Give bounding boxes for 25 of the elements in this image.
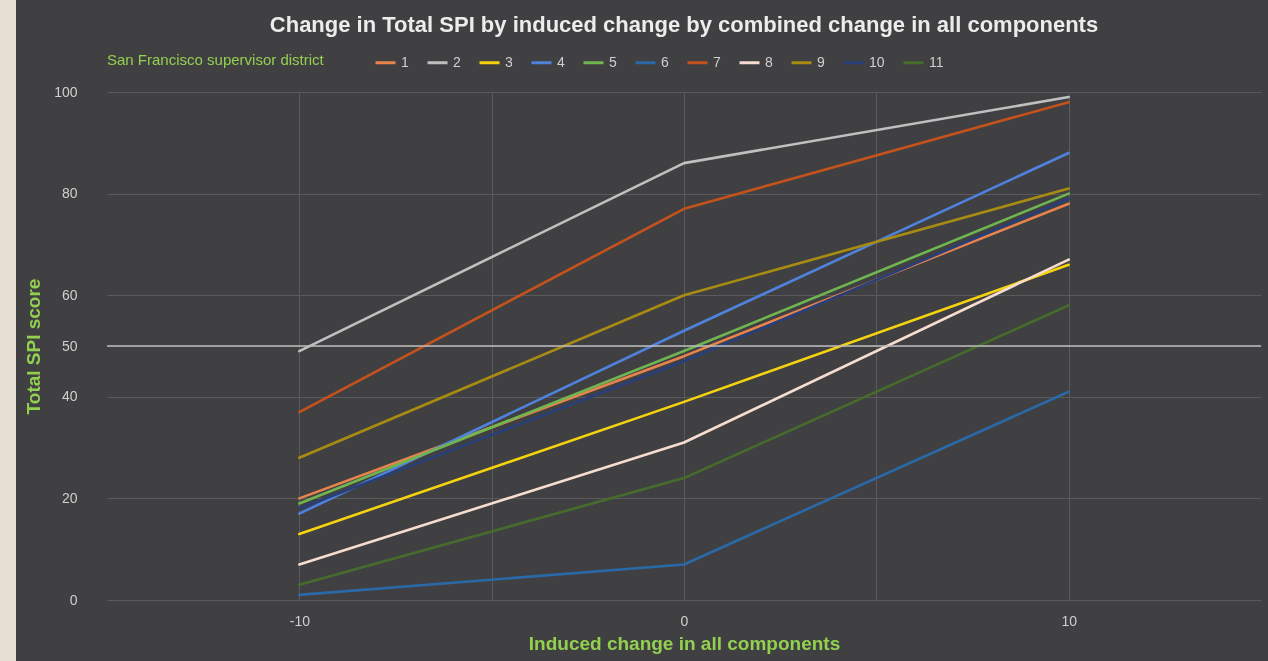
y-tick-label: 20 bbox=[61, 489, 78, 506]
legend-label: 3 bbox=[505, 53, 513, 70]
x-tick-label: -10 bbox=[289, 612, 311, 629]
legend-title: San Francisco supervisor district bbox=[107, 51, 325, 68]
x-axis-title: Induced change in all components bbox=[528, 632, 841, 654]
chart-title: Change in Total SPI by induced change by combined change in all components bbox=[269, 12, 1099, 37]
x-tick-label: 0 bbox=[680, 612, 689, 629]
legend-label: 5 bbox=[609, 53, 617, 70]
y-tick-label: 0 bbox=[69, 591, 78, 608]
legend-label: 1 bbox=[401, 53, 409, 70]
y-tick-label: 60 bbox=[61, 286, 78, 303]
legend-label: 8 bbox=[765, 53, 773, 70]
y-tick-label: 50 bbox=[61, 337, 78, 354]
y-tick-label: 100 bbox=[54, 83, 78, 100]
y-tick-label: 80 bbox=[61, 185, 78, 202]
legend-label: 2 bbox=[453, 53, 461, 70]
y-axis-title: Total SPI score bbox=[23, 278, 45, 415]
legend-label: 10 bbox=[869, 53, 885, 70]
legend-label: 6 bbox=[661, 53, 669, 70]
legend-label: 4 bbox=[557, 53, 565, 70]
legend-label: 7 bbox=[713, 53, 721, 70]
legend-label: 11 bbox=[929, 53, 944, 70]
x-tick-label: 10 bbox=[1061, 612, 1078, 629]
legend-label: 9 bbox=[817, 53, 825, 70]
y-tick-label: 40 bbox=[61, 388, 78, 405]
